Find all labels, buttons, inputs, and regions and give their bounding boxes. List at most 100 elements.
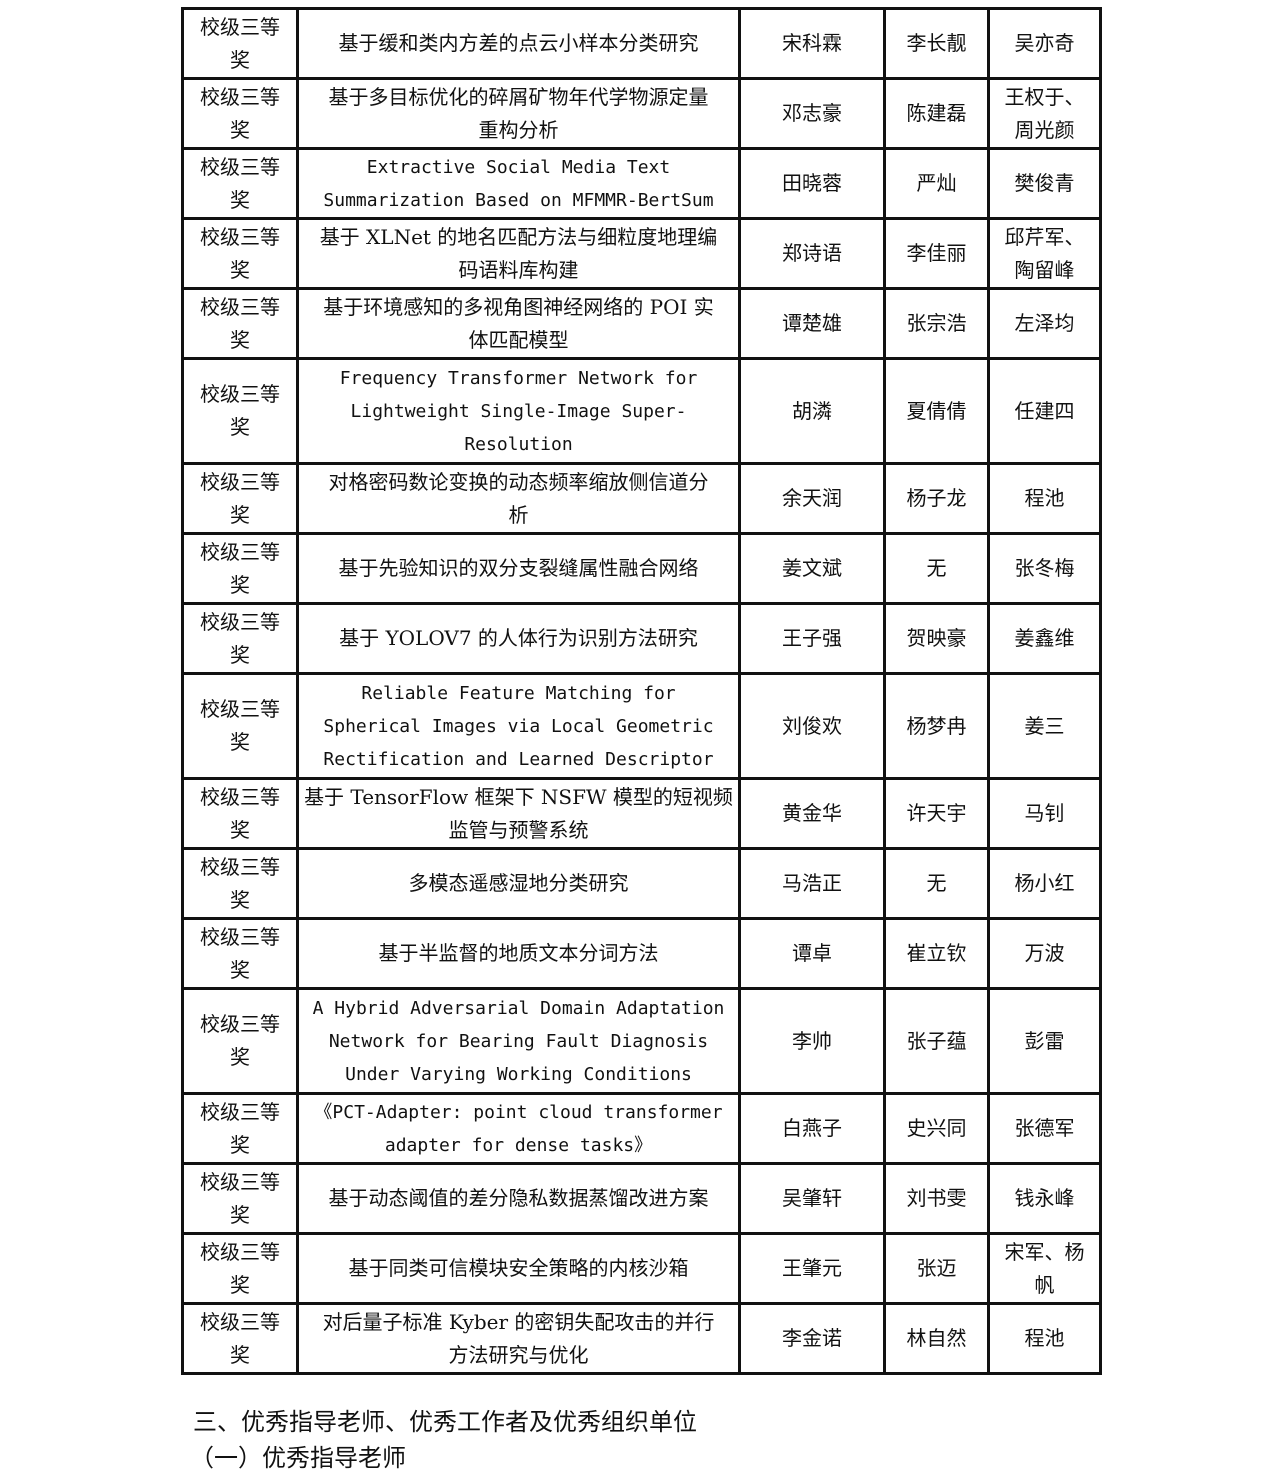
- member-cell: 崔立钦: [883, 917, 990, 990]
- title-cell: 对后量子标准 Kyber 的密钥失配攻击的并行 方法研究与优化: [296, 1302, 741, 1375]
- advisor-cell: 马钊: [987, 777, 1102, 850]
- student-cell: 宋科霖: [738, 7, 886, 80]
- student-cell: 谭卓: [738, 917, 886, 990]
- student-cell: 姜文斌: [738, 532, 886, 605]
- title-cell: A Hybrid Adversarial Domain Adaptation N…: [296, 987, 741, 1095]
- title-cell: 基于缓和类内方差的点云小样本分类研究: [296, 7, 741, 80]
- advisor-cell: 吴亦奇: [987, 7, 1102, 80]
- title-cell: 对格密码数论变换的动态频率缩放侧信道分 析: [296, 462, 741, 535]
- student-cell: 胡潾: [738, 357, 886, 465]
- student-cell: 王子强: [738, 602, 886, 675]
- advisor-cell: 杨小红: [987, 847, 1102, 920]
- student-cell: 李帅: [738, 987, 886, 1095]
- title-cell: 多模态遥感湿地分类研究: [296, 847, 741, 920]
- title-cell: 基于同类可信模块安全策略的内核沙箱: [296, 1232, 741, 1305]
- advisor-cell: 姜鑫维: [987, 602, 1102, 675]
- member-cell: 张宗浩: [883, 287, 990, 360]
- table-row: 校级三等 奖基于先验知识的双分支裂缝属性融合网络 姜文斌无张冬梅: [181, 532, 1102, 605]
- advisor-cell: 宋军、杨 帆: [987, 1232, 1102, 1305]
- award-cell: 校级三等 奖: [181, 917, 299, 990]
- table-row: 校级三等 奖基于缓和类内方差的点云小样本分类研究 宋科霖 李长靓 吴亦奇: [181, 7, 1102, 80]
- advisor-cell: 任建四: [987, 357, 1102, 465]
- award-cell: 校级三等 奖: [181, 1232, 299, 1305]
- title-cell: Reliable Feature Matching for Spherical …: [296, 672, 741, 780]
- member-cell: 杨梦冉: [883, 672, 990, 780]
- member-cell: 史兴同: [883, 1092, 990, 1165]
- advisor-cell: 张冬梅: [987, 532, 1102, 605]
- member-cell: 夏倩倩: [883, 357, 990, 465]
- student-cell: 郑诗语: [738, 217, 886, 290]
- award-cell: 校级三等 奖: [181, 1092, 299, 1165]
- table-row: 校级三等 奖基于半监督的地质文本分词方法 谭卓 崔立钦 万波: [181, 917, 1102, 990]
- award-cell: 校级三等 奖: [181, 462, 299, 535]
- title-cell: 基于多目标优化的碎屑矿物年代学物源定量 重构分析: [296, 77, 741, 150]
- student-cell: 邓志豪: [738, 77, 886, 150]
- advisor-cell: 程池: [987, 1302, 1102, 1375]
- advisor-cell: 张德军: [987, 1092, 1102, 1165]
- advisor-cell: 彭雷: [987, 987, 1102, 1095]
- award-cell: 校级三等 奖: [181, 77, 299, 150]
- award-cell: 校级三等 奖: [181, 987, 299, 1095]
- member-cell: 许天宇: [883, 777, 990, 850]
- table-row: 校级三等 奖对格密码数论变换的动态频率缩放侧信道分 析余天润 杨子龙 程池: [181, 462, 1102, 535]
- section-heading: 三、优秀指导老师、优秀工作者及优秀组织单位: [193, 1408, 697, 1436]
- table-row: 校级三等 奖 Frequency Transformer Network for …: [181, 357, 1102, 465]
- student-cell: 吴肇轩: [738, 1162, 886, 1235]
- advisor-cell: 万波: [987, 917, 1102, 990]
- awards-table: 校级三等 奖基于缓和类内方差的点云小样本分类研究 宋科霖 李长靓 吴亦奇 校级三等 奖基…: [181, 7, 1102, 1375]
- student-cell: 田晓蓉: [738, 147, 886, 220]
- member-cell: 张子蕴: [883, 987, 990, 1095]
- title-cell: 基于动态阈值的差分隐私数据蒸馏改进方案: [296, 1162, 741, 1235]
- advisor-cell: 樊俊青: [987, 147, 1102, 220]
- student-cell: 黄金华: [738, 777, 886, 850]
- title-cell: 基于半监督的地质文本分词方法: [296, 917, 741, 990]
- advisor-cell: 程池: [987, 462, 1102, 535]
- member-cell: 张迈: [883, 1232, 990, 1305]
- award-cell: 校级三等 奖: [181, 847, 299, 920]
- table-row: 校级三等 奖基于 XLNet 的地名匹配方法与细粒度地理编 码语料库构建 郑诗语李…: [181, 217, 1102, 290]
- member-cell: 陈建磊: [883, 77, 990, 150]
- table-row: 校级三等 奖基于环境感知的多视角图神经网络的 POI 实 体匹配模型 谭楚雄 张宗浩…: [181, 287, 1102, 360]
- advisor-cell: 王权于、 周光颜: [987, 77, 1102, 150]
- table-row: 校级三等 奖 Extractive Social Media Text Summa…: [181, 147, 1102, 220]
- title-cell: 基于先验知识的双分支裂缝属性融合网络: [296, 532, 741, 605]
- award-cell: 校级三等 奖: [181, 1302, 299, 1375]
- table-row: 校级三等 奖多模态遥感湿地分类研究 马浩正无杨小红: [181, 847, 1102, 920]
- member-cell: 李长靓: [883, 7, 990, 80]
- award-cell: 校级三等 奖: [181, 287, 299, 360]
- member-cell: 无: [883, 847, 990, 920]
- table-row: 校级三等 奖 Reliable Feature Matching for Sphe…: [181, 672, 1102, 780]
- title-cell: 基于 TensorFlow 框架下 NSFW 模型的短视频 监管与预警系统: [296, 777, 741, 850]
- member-cell: 刘书雯: [883, 1162, 990, 1235]
- member-cell: 无: [883, 532, 990, 605]
- award-cell: 校级三等 奖: [181, 147, 299, 220]
- title-cell: 《PCT-Adapter: point cloud transformer ad…: [296, 1092, 741, 1165]
- student-cell: 王肇元: [738, 1232, 886, 1305]
- student-cell: 余天润: [738, 462, 886, 535]
- student-cell: 马浩正: [738, 847, 886, 920]
- award-cell: 校级三等 奖: [181, 357, 299, 465]
- table-row: 校级三等 奖对后量子标准 Kyber 的密钥失配攻击的并行 方法研究与优化 李金诺…: [181, 1302, 1102, 1375]
- member-cell: 李佳丽: [883, 217, 990, 290]
- title-cell: 基于环境感知的多视角图神经网络的 POI 实 体匹配模型: [296, 287, 741, 360]
- student-cell: 刘俊欢: [738, 672, 886, 780]
- award-cell: 校级三等 奖: [181, 602, 299, 675]
- table-row: 校级三等 奖基于 TensorFlow 框架下 NSFW 模型的短视频 监管与预…: [181, 777, 1102, 850]
- award-cell: 校级三等 奖: [181, 672, 299, 780]
- advisor-cell: 左泽均: [987, 287, 1102, 360]
- table-row: 校级三等 奖基于多目标优化的碎屑矿物年代学物源定量 重构分析 邓志豪 陈建磊 王权于、…: [181, 77, 1102, 150]
- advisor-cell: 钱永峰: [987, 1162, 1102, 1235]
- student-cell: 谭楚雄: [738, 287, 886, 360]
- student-cell: 李金诺: [738, 1302, 886, 1375]
- award-cell: 校级三等 奖: [181, 532, 299, 605]
- student-cell: 白燕子: [738, 1092, 886, 1165]
- award-cell: 校级三等 奖: [181, 217, 299, 290]
- table-row: 校级三等 奖基于同类可信模块安全策略的内核沙箱 王肇元 张迈 宋军、杨 帆: [181, 1232, 1102, 1305]
- title-cell: Frequency Transformer Network for Lightw…: [296, 357, 741, 465]
- subsection-heading: （一）优秀指导老师: [190, 1444, 406, 1472]
- award-cell: 校级三等 奖: [181, 1162, 299, 1235]
- award-cell: 校级三等 奖: [181, 777, 299, 850]
- table-row: 校级三等 奖基于 YOLOV7 的人体行为识别方法研究 王子强 贺映豪 姜鑫维: [181, 602, 1102, 675]
- title-cell: Extractive Social Media Text Summarizati…: [296, 147, 741, 220]
